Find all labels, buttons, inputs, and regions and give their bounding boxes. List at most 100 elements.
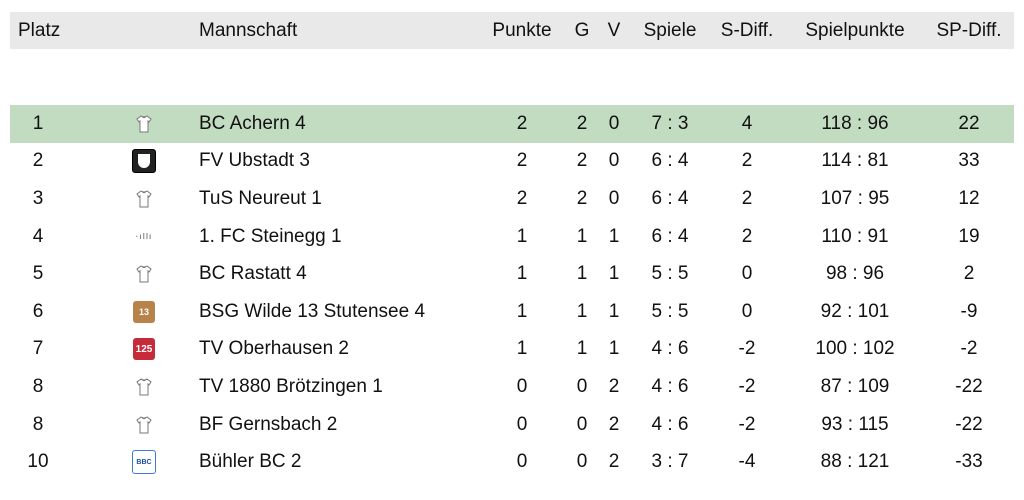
team-name[interactable]: TV 1880 Brötzingen 1 xyxy=(199,375,383,397)
shirt-icon xyxy=(130,105,158,143)
cell-spdiff: 33 xyxy=(958,150,980,172)
cell-spdiff: -22 xyxy=(955,413,983,435)
team-name[interactable]: BC Achern 4 xyxy=(199,112,306,134)
cell-spielpunkte: 92 : 101 xyxy=(820,300,890,322)
cell-spdiff: -22 xyxy=(955,375,983,397)
header-spdiff[interactable]: SP-Diff. xyxy=(936,19,1002,41)
cell-spielpunkte: 107 : 95 xyxy=(820,187,890,209)
cell-spdiff: 22 xyxy=(958,112,980,134)
shirt-icon xyxy=(130,180,158,218)
header-punkte[interactable]: Punkte xyxy=(492,19,552,41)
team-name[interactable]: TuS Neureut 1 xyxy=(199,187,322,209)
cell-sdiff: 2 xyxy=(741,187,753,209)
cell-punkte: 2 xyxy=(516,150,528,172)
club-logo-icon: 13 xyxy=(130,293,158,331)
cell-sdiff: -4 xyxy=(738,451,756,473)
cell-sdiff: -2 xyxy=(738,375,756,397)
spacer xyxy=(10,49,1014,105)
cell-spdiff: -33 xyxy=(955,451,983,473)
cell-v: 1 xyxy=(608,225,620,247)
club-logo-icon xyxy=(130,143,158,181)
cell-spiele: 7 : 3 xyxy=(651,112,689,134)
team-name[interactable]: FV Ubstadt 3 xyxy=(199,150,310,172)
cell-platz: 6 xyxy=(32,300,44,322)
shirt-icon xyxy=(130,255,158,293)
cell-g: 1 xyxy=(576,225,588,247)
cell-g: 0 xyxy=(576,413,588,435)
cell-platz: 4 xyxy=(32,225,44,247)
team-name[interactable]: BF Gernsbach 2 xyxy=(199,413,338,435)
cell-platz: 10 xyxy=(27,451,49,473)
header-platz[interactable]: Platz xyxy=(18,19,61,41)
cell-sdiff: -2 xyxy=(738,338,756,360)
cell-punkte: 2 xyxy=(516,112,528,134)
cell-punkte: 1 xyxy=(516,263,528,285)
cell-v: 1 xyxy=(608,338,620,360)
header-v[interactable]: V xyxy=(607,19,621,41)
cell-v: 0 xyxy=(608,187,620,209)
cell-g: 1 xyxy=(576,300,588,322)
cell-spdiff: -9 xyxy=(960,300,978,322)
cell-punkte: 1 xyxy=(516,338,528,360)
cell-v: 1 xyxy=(608,263,620,285)
cell-spdiff: 19 xyxy=(958,225,980,247)
header-spielpunkte[interactable]: Spielpunkte xyxy=(805,19,905,41)
cell-spielpunkte: 87 : 109 xyxy=(820,375,890,397)
cell-spielpunkte: 100 : 102 xyxy=(815,338,895,360)
cell-sdiff: 4 xyxy=(741,112,753,134)
team-name[interactable]: BSG Wilde 13 Stutensee 4 xyxy=(199,300,426,322)
cell-sdiff: 2 xyxy=(741,150,753,172)
cell-platz: 3 xyxy=(32,187,44,209)
cell-g: 1 xyxy=(576,338,588,360)
team-name[interactable]: TV Oberhausen 2 xyxy=(199,338,349,360)
cell-spiele: 3 : 7 xyxy=(651,451,689,473)
cell-v: 0 xyxy=(608,112,620,134)
cell-sdiff: 0 xyxy=(741,263,753,285)
cell-platz: 8 xyxy=(32,375,44,397)
cell-platz: 2 xyxy=(32,150,44,172)
cell-v: 1 xyxy=(608,300,620,322)
team-name[interactable]: Bühler BC 2 xyxy=(199,451,302,473)
header-mannschaft[interactable]: Mannschaft xyxy=(199,19,298,41)
cell-spielpunkte: 114 : 81 xyxy=(821,150,889,172)
cell-spdiff: 12 xyxy=(958,187,980,209)
cell-sdiff: 0 xyxy=(741,300,753,322)
cell-spielpunkte: 88 : 121 xyxy=(820,451,890,473)
cell-punkte: 0 xyxy=(516,375,528,397)
header-g[interactable]: G xyxy=(574,19,590,41)
cell-platz: 1 xyxy=(32,112,44,134)
cell-v: 2 xyxy=(608,375,620,397)
cell-g: 0 xyxy=(576,375,588,397)
cell-spiele: 6 : 4 xyxy=(651,225,689,247)
cell-punkte: 2 xyxy=(516,187,528,209)
cell-platz: 5 xyxy=(32,263,44,285)
header-sdiff[interactable]: S-Diff. xyxy=(720,19,774,41)
cell-v: 0 xyxy=(608,150,620,172)
cell-punkte: 1 xyxy=(516,225,528,247)
team-name[interactable]: BC Rastatt 4 xyxy=(199,263,307,285)
header-spiele[interactable]: Spiele xyxy=(643,19,697,41)
cell-platz: 7 xyxy=(32,338,44,360)
cell-g: 2 xyxy=(576,187,588,209)
team-name[interactable]: 1. FC Steinegg 1 xyxy=(199,225,342,247)
cell-spielpunkte: 118 : 96 xyxy=(821,112,889,134)
cell-spielpunkte: 110 : 91 xyxy=(821,225,889,247)
cell-sdiff: 2 xyxy=(741,225,753,247)
cell-spiele: 5 : 5 xyxy=(651,263,689,285)
cell-punkte: 0 xyxy=(516,451,528,473)
cell-spiele: 4 : 6 xyxy=(651,413,689,435)
standings-table: Platz Mannschaft Punkte G V Spiele S-Dif… xyxy=(10,12,1014,481)
cell-spiele: 6 : 4 xyxy=(651,150,689,172)
cell-spdiff: 2 xyxy=(963,263,975,285)
